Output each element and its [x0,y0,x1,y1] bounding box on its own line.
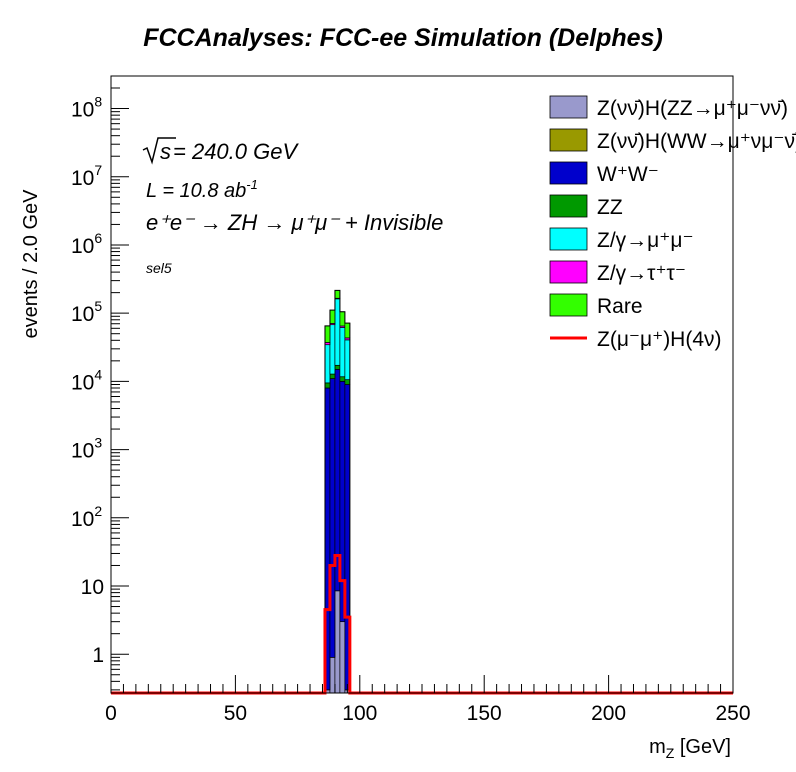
x-tick-label: 250 [715,702,750,725]
bar-Rare-2 [334,290,341,299]
bar-Rare-3 [339,311,346,327]
legend-swatch [549,227,588,251]
stack-outline [324,289,351,693]
y-tick-label: 108 [71,94,102,122]
lumi-label: L = 10.8 ab-1 [146,177,258,202]
legend-label: Z(νν̄)H(WW→μ⁺νμ⁻ν̄) [597,130,796,153]
bar-ZZ-2 [334,364,341,370]
selection-label: sel5 [146,260,172,276]
x-axis-label: mZ [GeV] [649,736,731,761]
x-tick-label: 150 [467,702,502,725]
x-tick-label: 0 [105,702,117,725]
x-tick-label: 100 [342,702,377,725]
legend-swatch [549,128,588,152]
legend-swatch [549,95,588,119]
y-tick-label: 106 [71,230,102,258]
bar-ZZ-0 [324,382,331,389]
sqrt-s-annotation: s = 240.0 GeV [142,137,299,165]
x-tick-label: 200 [591,702,626,725]
bar-Rare-0 [324,325,331,343]
sqrt-icon [142,137,176,165]
bar-ZZ_invis-2 [334,590,341,694]
sqrt-s-symbol: s [160,139,171,164]
legend-label: Z/γ→τ⁺τ⁻ [597,262,686,285]
legend-swatch [549,194,588,218]
y-tick-label: 104 [71,366,102,394]
bar-Rare-4 [344,322,351,339]
bar-ZZ-4 [344,379,351,385]
bar-Zmumu-4 [344,339,351,381]
y-tick-label: 105 [71,298,102,326]
signal-line [111,554,733,695]
bar-Zmumu-2 [334,298,341,366]
bar-ZZ-1 [329,373,336,379]
x-axis: 0 50 100 150 200 250 [105,675,751,725]
plot-area: 0 50 100 150 200 250 1 10 102 103 104 105 106 107 108 [71,75,751,725]
legend-label: Rare [597,295,643,318]
stacked-bars [324,289,351,694]
legend: Z(νν̄)H(ZZ→μ⁺μ⁻νν̄) Z(νν̄)H(WW→μ⁺νμ⁻ν̄) W⁺… [549,95,796,351]
chart-title: FCCAnalyses: FCC-ee Simulation (Delphes) [143,24,663,52]
legend-label: Z(μ⁻μ⁺)H(4ν) [597,328,722,351]
bar-Zmumu-1 [329,324,336,375]
y-tick-label: 1 [92,644,104,667]
energy-label: = 240.0 GeV [173,139,299,164]
y-axis-label: events / 2.0 GeV [20,189,42,339]
bar-ZZ_invis-3 [339,621,346,694]
bar-Zmumu-3 [339,327,346,378]
bar-ZZ-3 [339,376,346,382]
bar-ZZ_invis-1 [329,656,336,694]
bar-Zmumu-0 [324,344,331,384]
legend-swatch [549,293,588,317]
x-tick-label: 50 [224,702,247,725]
y-tick-label: 103 [71,435,102,463]
y-tick-label: 102 [71,503,102,531]
legend-label: ZZ [597,196,623,219]
annotations: s = 240.0 GeV L = 10.8 ab-1 e⁺e⁻ → ZH → … [142,137,443,276]
y-axis: 1 10 102 103 104 105 106 107 108 [71,75,129,691]
process-label: e⁺e⁻ → ZH → μ⁺μ⁻ + Invisible [146,210,443,235]
bar-WW-1 [329,378,336,658]
legend-swatch [549,260,588,284]
legend-swatch [549,161,588,185]
bar-Rare-1 [329,309,336,324]
y-tick-label: 107 [71,162,102,190]
y-tick-label: 10 [81,576,104,599]
legend-label: Z(νν̄)H(ZZ→μ⁺μ⁻νν̄) [597,97,788,120]
legend-label: Z/γ→μ⁺μ⁻ [597,229,694,252]
legend-label: W⁺W⁻ [597,163,659,186]
